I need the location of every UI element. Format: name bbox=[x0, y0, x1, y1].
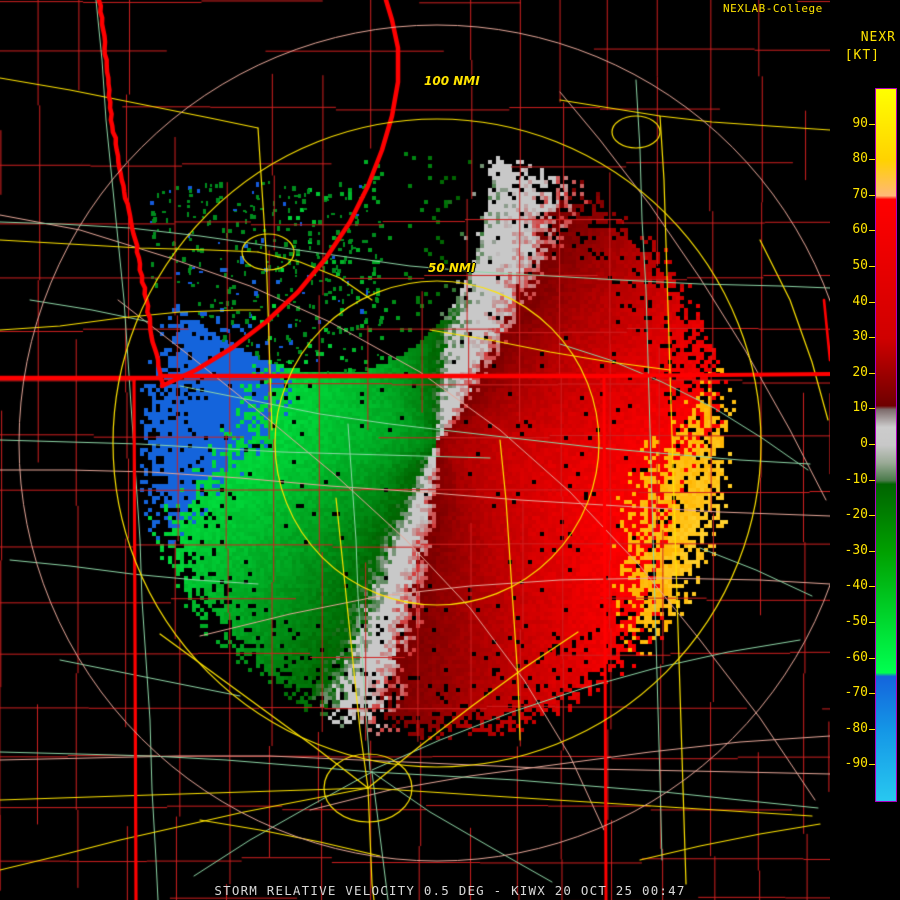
colorbar-tick--10: -10 bbox=[844, 471, 868, 487]
colorbar-tick--20: -20 bbox=[844, 507, 868, 523]
colorbar-tickmark--80 bbox=[869, 728, 875, 730]
colorbar-tick-0: 0 bbox=[860, 436, 868, 451]
radar-map-area[interactable] bbox=[0, 0, 830, 900]
colorbar-tickmark--50 bbox=[869, 622, 875, 623]
colorbar-tickmark-0 bbox=[869, 444, 875, 445]
colorbar-tickmark--40 bbox=[869, 586, 875, 588]
product-title: STORM RELATIVE VELOCITY 0.5 DEG - KIWX 2… bbox=[214, 883, 686, 898]
colorbar-tick-90: 90 bbox=[852, 115, 868, 131]
colorbar-tick--90: -90 bbox=[844, 756, 868, 772]
colorbar-tickmark-10 bbox=[869, 408, 875, 410]
colorbar-tick--30: -30 bbox=[844, 542, 868, 558]
colorbar-tick-20: 20 bbox=[852, 364, 868, 380]
colorbar-tickmark-60 bbox=[869, 230, 875, 232]
colorbar-tick-60: 60 bbox=[852, 222, 868, 238]
colorbar-tickmark-50 bbox=[869, 266, 875, 267]
colorbar-tickmark-20 bbox=[869, 372, 875, 374]
colorbar-tickmark--20 bbox=[869, 515, 875, 517]
radar-map-canvas[interactable] bbox=[0, 0, 830, 900]
colorbar-tickmark-70 bbox=[869, 194, 875, 196]
colorbar-tick-10: 10 bbox=[852, 400, 868, 416]
colorbar-tick--40: -40 bbox=[844, 578, 868, 594]
colorbar-tickmark--10 bbox=[869, 479, 875, 481]
colorbar-tick--60: -60 bbox=[844, 649, 868, 665]
colorbar-tickmark-90 bbox=[869, 123, 875, 125]
colorbar-tick-70: 70 bbox=[852, 186, 868, 202]
colorbar-tick--80: -80 bbox=[844, 720, 868, 736]
range-ring-label-100nmi: 100 NMI bbox=[424, 74, 480, 88]
colorbar-tickmark--30 bbox=[869, 550, 875, 552]
colorbar-tickmark-80 bbox=[869, 159, 875, 161]
colorbar-tick--70: -70 bbox=[844, 685, 868, 701]
colorbar-tick-50: 50 bbox=[852, 258, 868, 273]
range-ring-label-50nmi: 50 NMI bbox=[428, 261, 476, 275]
colorbar-tickmark--60 bbox=[869, 657, 875, 659]
colorbar-source-label: NEXR bbox=[860, 30, 896, 45]
colorbar-tick--50: -50 bbox=[844, 614, 868, 629]
colorbar-tickmark-40 bbox=[869, 301, 875, 303]
colorbar-tickmark--70 bbox=[869, 693, 875, 695]
colorbar-tick-80: 80 bbox=[852, 151, 868, 167]
colorbar-tickmark--90 bbox=[869, 764, 875, 766]
colorbar-tick-labels: 90 80 70 60 50 40 30 20 10 0 -10 -20 -30 -40 -50 -60 -70… bbox=[830, 0, 876, 900]
colorbar-tickmark-30 bbox=[869, 337, 875, 339]
colorbar-unit-label: [KT] bbox=[844, 48, 880, 63]
colorbar-gradient[interactable] bbox=[875, 88, 897, 802]
colorbar-panel: NEXR [KT] 90 80 70 60 50 40 30 20 10 0 -10 -20 -30 -4… bbox=[830, 0, 900, 900]
colorbar-tick-30: 30 bbox=[852, 329, 868, 345]
colorbar-tick-40: 40 bbox=[852, 293, 868, 309]
